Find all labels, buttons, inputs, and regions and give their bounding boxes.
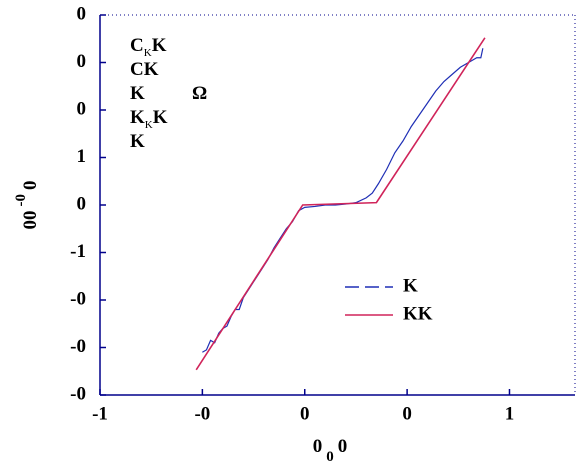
annotation-part: K (130, 107, 145, 128)
x-tick-label: 1 (505, 403, 515, 424)
x-axis-label: 000 (313, 436, 348, 465)
annotation: KKK (130, 107, 168, 130)
x-tick-label: 0 (300, 403, 310, 424)
y-tick-label: 0 (77, 3, 87, 24)
annotation-part: K (153, 107, 168, 128)
x-axis-label-part: 0 (313, 436, 323, 457)
series-line (195, 37, 486, 371)
y-axis-label-part: -0 (13, 194, 29, 207)
annotation-part: K (130, 131, 145, 152)
y-axis-label-part: 00 (20, 211, 41, 230)
x-tick-label: -0 (194, 403, 210, 424)
y-tick-label: -0 (70, 383, 86, 404)
y-tick-label: -0 (70, 288, 86, 309)
y-tick-label: 0 (77, 193, 87, 214)
x-tick-label: -1 (92, 403, 108, 424)
annotation-part: K (152, 35, 167, 56)
series-line (202, 48, 484, 353)
annotation-part: K (144, 59, 159, 80)
y-tick-label: 1 (77, 146, 87, 167)
annotation-part: C (130, 35, 144, 56)
annotation-part: C (130, 59, 144, 80)
x-tick-label: 0 (402, 403, 412, 424)
annotation: CKK (130, 35, 167, 58)
y-tick-label: 0 (77, 51, 87, 72)
annotation-part: Ω (192, 83, 207, 104)
annotation: CK (130, 59, 159, 80)
annotation: K (130, 131, 145, 152)
y-axis-label: 00 -0 0 (13, 181, 41, 230)
annotation-part: K (144, 47, 152, 59)
x-axis-label-part: 0 (338, 436, 348, 457)
legend-label: KK (403, 303, 433, 324)
legend-label: K (403, 275, 418, 296)
y-tick-label: -0 (70, 336, 86, 357)
annotation-part: K (145, 119, 153, 131)
annotation-part: K (130, 83, 145, 104)
y-tick-label: -1 (70, 241, 86, 262)
y-axis-label-part: 0 (20, 181, 41, 191)
x-axis-label-part: 0 (326, 449, 334, 465)
y-tick-label: 0 (77, 98, 87, 119)
